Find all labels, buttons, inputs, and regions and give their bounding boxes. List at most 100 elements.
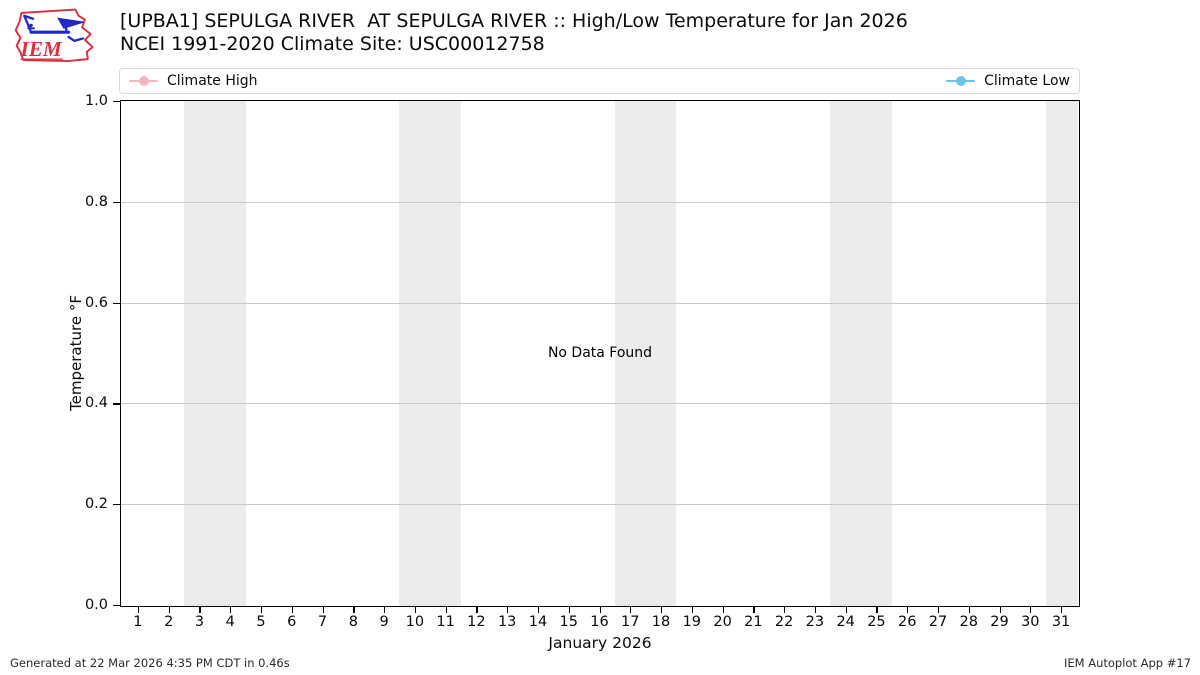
x-tick-mark <box>137 607 140 613</box>
x-tick-label: 30 <box>1021 614 1040 630</box>
x-axis-ticks <box>120 607 1080 614</box>
legend-circle-marker <box>138 76 149 86</box>
x-tick-mark <box>384 607 386 613</box>
x-tick-label: 20 <box>713 614 732 630</box>
legend-circle-marker <box>955 76 966 86</box>
x-tick-label: 13 <box>497 614 517 630</box>
legend: Climate High Climate Low <box>119 68 1080 94</box>
x-tick-mark <box>199 607 201 613</box>
x-tick-mark <box>907 607 909 613</box>
iem-logo: IEM <box>14 8 94 62</box>
y-tick-label: 0.0 <box>84 597 108 613</box>
x-tick-label: 26 <box>897 614 917 630</box>
x-axis-label: January 2026 <box>548 634 652 652</box>
y-tick-label: 0.2 <box>84 496 108 513</box>
y-tick-label: 0.8 <box>84 193 108 210</box>
x-tick-label: 1 <box>133 614 143 630</box>
x-tick-label: 14 <box>528 614 548 630</box>
x-tick-mark <box>445 607 447 613</box>
x-tick-mark <box>753 607 755 613</box>
x-tick-label: 12 <box>467 614 486 630</box>
x-tick-label: 21 <box>744 614 763 630</box>
x-tick-label: 5 <box>256 614 266 630</box>
x-tick-mark <box>230 607 232 613</box>
legend-item: Climate Low <box>946 73 1070 89</box>
x-axis-tick-labels: 1 2 3 4 5 6 7 8 9 10 11 12 13 14 15 16 17 18 19 20 21 22 23 24 2… <box>120 614 1080 631</box>
app-credit: IEM Autoplot App #17 <box>1063 656 1191 670</box>
weekend-shading-band <box>614 101 677 606</box>
x-tick-mark <box>537 607 540 613</box>
x-tick-mark <box>1061 607 1063 613</box>
generated-timestamp: Generated at 22 Mar 2026 4:35 PM CDT in … <box>10 656 290 670</box>
x-tick-label: 7 <box>317 614 328 630</box>
weathervane-icon <box>23 14 85 42</box>
x-tick-mark <box>661 607 663 613</box>
x-tick-mark <box>722 607 724 613</box>
logo-text: IEM <box>20 37 63 61</box>
x-tick-label: 24 <box>836 614 855 630</box>
x-tick-mark <box>999 607 1001 613</box>
y-tick-mark <box>113 605 120 607</box>
y-tick-mark <box>113 302 120 304</box>
plot-area: No Data Found <box>120 100 1080 607</box>
x-tick-mark <box>937 607 940 613</box>
x-tick-mark <box>568 607 570 613</box>
y-gridline <box>121 504 1079 506</box>
x-tick-label: 15 <box>559 614 578 630</box>
x-tick-label: 9 <box>379 614 389 630</box>
x-tick-label: 17 <box>621 614 640 630</box>
no-data-message: No Data Found <box>547 344 653 361</box>
weekend-shading-band <box>830 101 892 606</box>
x-tick-label: 22 <box>774 614 794 630</box>
weekend-shading-band <box>1045 101 1078 606</box>
x-tick-label: 2 <box>164 614 174 630</box>
weekend-shading-band <box>399 101 461 606</box>
x-tick-label: 27 <box>928 614 948 630</box>
y-axis-label: Temperature °F <box>67 295 85 411</box>
legend-label: Climate High <box>167 73 258 89</box>
chart-title: [UPBA1] SEPULGA RIVER AT SEPULGA RIVER :… <box>120 10 908 32</box>
legend-line-marker <box>129 76 158 86</box>
y-tick-label: 0.6 <box>84 294 108 311</box>
legend-label: Climate Low <box>984 73 1070 89</box>
x-tick-label: 11 <box>436 614 455 630</box>
x-tick-label: 4 <box>225 614 235 630</box>
x-tick-label: 19 <box>682 614 702 630</box>
y-gridline <box>121 302 1079 304</box>
legend-item: Climate High <box>129 73 258 89</box>
x-tick-mark <box>261 607 263 613</box>
x-tick-mark <box>845 607 847 613</box>
x-tick-label: 16 <box>590 614 609 630</box>
x-tick-label: 10 <box>405 614 425 630</box>
x-tick-label: 29 <box>990 614 1009 630</box>
y-tick-mark <box>113 101 120 103</box>
x-tick-mark <box>414 607 417 613</box>
y-axis-ticks <box>113 100 120 607</box>
y-tick-label: 1.0 <box>84 93 108 109</box>
x-tick-mark <box>507 607 509 613</box>
x-tick-mark <box>784 607 786 613</box>
x-tick-mark <box>876 607 878 613</box>
x-tick-mark <box>353 607 355 613</box>
x-tick-label: 28 <box>959 614 978 630</box>
x-tick-label: 23 <box>805 614 825 630</box>
y-tick-mark <box>113 504 120 506</box>
y-tick-mark <box>113 201 120 203</box>
y-tick-mark <box>113 403 120 405</box>
x-tick-mark <box>1030 607 1032 613</box>
x-tick-mark <box>968 607 970 613</box>
y-tick-label: 0.4 <box>84 395 108 412</box>
legend-line-marker <box>946 76 976 86</box>
y-axis-tick-labels: 0.0 0.2 0.4 0.6 0.8 1.0 <box>60 93 108 613</box>
x-tick-mark <box>168 607 170 613</box>
titleblock: [UPBA1] SEPULGA RIVER AT SEPULGA RIVER :… <box>120 10 908 56</box>
x-tick-mark <box>814 607 817 613</box>
x-tick-label: 31 <box>1051 614 1071 630</box>
x-tick-label: 8 <box>348 614 358 630</box>
x-tick-label: 3 <box>194 614 205 630</box>
y-gridline <box>121 403 1079 405</box>
x-tick-label: 6 <box>287 614 297 630</box>
x-tick-mark <box>630 607 632 613</box>
y-gridline <box>121 201 1079 203</box>
